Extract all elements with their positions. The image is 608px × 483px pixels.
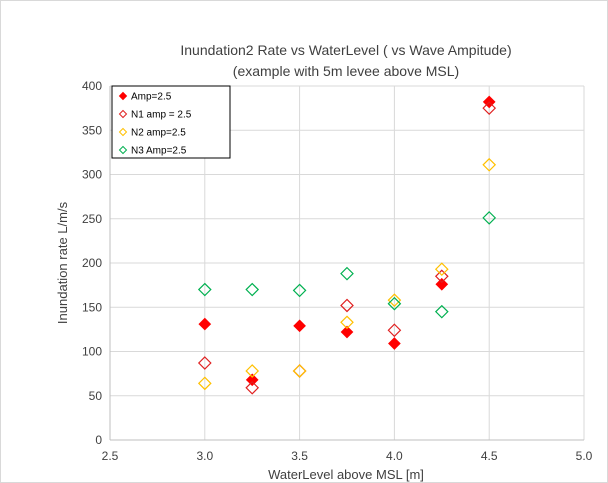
legend-label: N1 amp = 2.5 xyxy=(131,110,192,121)
legend-marker xyxy=(118,91,128,101)
legend: Amp=2.5 N1 amp = 2.5 N2 amp=2.5 N3 Amp=2.5 xyxy=(111,85,231,159)
x-axis-label: WaterLevel above MSL [m] xyxy=(268,467,424,482)
data-point-series-4 xyxy=(245,282,260,297)
y-tick-label: 150 xyxy=(82,300,102,314)
legend-marker xyxy=(118,127,128,137)
y-axis-label: Inundation rate L/m/s xyxy=(55,201,70,324)
data-point-series-3 xyxy=(292,364,307,378)
x-tick-label: 3.5 xyxy=(291,449,308,463)
x-tick-label: 4.0 xyxy=(386,449,403,463)
data-point-series-3 xyxy=(434,262,449,277)
data-point-series-2 xyxy=(245,380,260,395)
data-point-series-4 xyxy=(340,266,354,281)
legend-marker xyxy=(118,109,128,119)
legend-label: N2 amp=2.5 xyxy=(131,128,186,139)
legend-label: N3 Amp=2.5 xyxy=(131,146,187,157)
legend-marker xyxy=(118,145,128,155)
data-point-series-1 xyxy=(245,373,259,387)
x-tick-label: 3.0 xyxy=(196,449,213,463)
data-point-series-1 xyxy=(435,277,449,291)
x-tick-label: 4.5 xyxy=(481,449,498,463)
y-tick-label: 0 xyxy=(95,433,102,447)
data-point-series-1 xyxy=(340,325,354,339)
data-point-series-4 xyxy=(482,211,497,225)
y-tick-label: 350 xyxy=(82,123,102,137)
data-points xyxy=(197,95,497,395)
axes xyxy=(109,86,584,441)
chart-title: Inundation2 Rate vs WaterLevel ( vs Wave… xyxy=(180,42,511,58)
data-point-series-3 xyxy=(245,364,260,378)
x-tick-label: 2.5 xyxy=(102,449,119,463)
y-tick-label: 250 xyxy=(82,212,102,226)
data-point-series-3 xyxy=(340,315,354,330)
data-point-series-4 xyxy=(197,282,212,297)
legend-box xyxy=(111,85,231,159)
data-point-series-2 xyxy=(482,101,497,115)
y-tick-label: 200 xyxy=(82,256,102,270)
chart-subtitle: (example with 5m levee above MSL) xyxy=(233,63,459,79)
y-tick-label: 300 xyxy=(82,168,102,182)
y-tick-label: 100 xyxy=(82,345,102,359)
data-point-series-4 xyxy=(387,296,402,311)
data-point-series-2 xyxy=(434,269,449,284)
data-point-series-2 xyxy=(197,356,212,370)
data-point-series-1 xyxy=(388,337,401,350)
data-point-series-3 xyxy=(387,293,402,308)
y-tick-label: 50 xyxy=(89,389,103,403)
data-point-series-1 xyxy=(198,317,212,331)
data-point-series-4 xyxy=(434,304,449,319)
legend-label: Amp=2.5 xyxy=(131,92,172,103)
data-point-series-2 xyxy=(340,298,354,313)
data-point-series-2 xyxy=(387,323,402,338)
tick-labels: 0 50 100 150 200 250 300 350 400 2.5 3.0 3.5 4.0 4.5 5… xyxy=(82,79,593,463)
data-point-series-1 xyxy=(293,319,306,333)
data-point-series-3 xyxy=(482,157,497,172)
data-point-series-3 xyxy=(197,376,212,391)
y-tick-label: 400 xyxy=(82,79,102,93)
data-point-series-4 xyxy=(292,283,307,298)
x-tick-label: 5.0 xyxy=(576,449,593,463)
